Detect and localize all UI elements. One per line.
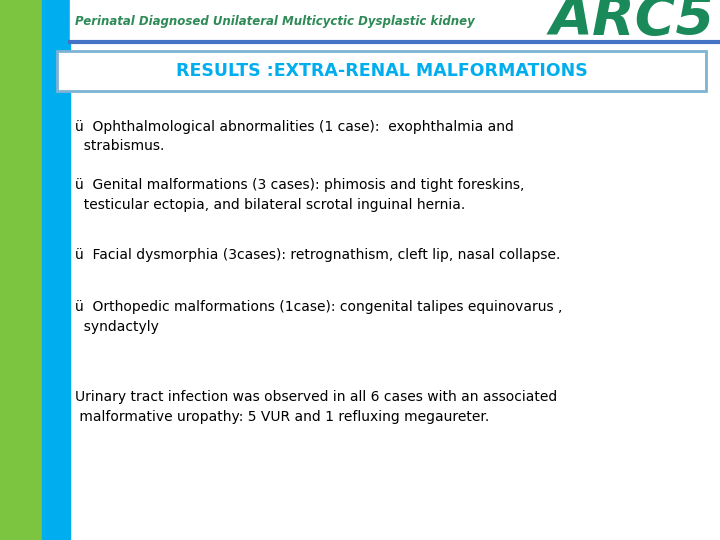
Bar [42, 0, 70, 540]
Text: ü  Orthopedic malformations (1case): congenital talipes equinovarus ,
  syndacty: ü Orthopedic malformations (1case): cong… [75, 300, 562, 334]
Text: ü  Ophthalmological abnormalities (1 case):  exophthalmia and
  strabismus.: ü Ophthalmological abnormalities (1 case… [75, 120, 514, 153]
Text: ü  Facial dysmorphia (3cases): retrognathism, cleft lip, nasal collapse.: ü Facial dysmorphia (3cases): retrognath… [75, 248, 560, 262]
Bar [70, 0, 720, 42]
Text: RESULTS :EXTRA-RENAL MALFORMATIONS: RESULTS :EXTRA-RENAL MALFORMATIONS [176, 62, 588, 80]
Text: Urinary tract infection was observed in all 6 cases with an associated
 malforma: Urinary tract infection was observed in … [75, 390, 557, 423]
Text: Perinatal Diagnosed Unilateral Multicyctic Dysplastic kidney: Perinatal Diagnosed Unilateral Multicyct… [75, 15, 474, 28]
FancyBboxPatch shape [57, 51, 706, 91]
Bar [0, 0, 42, 540]
Text: ARC5: ARC5 [550, 0, 715, 46]
Text: ü  Genital malformations (3 cases): phimosis and tight foreskins,
  testicular e: ü Genital malformations (3 cases): phimo… [75, 178, 524, 212]
